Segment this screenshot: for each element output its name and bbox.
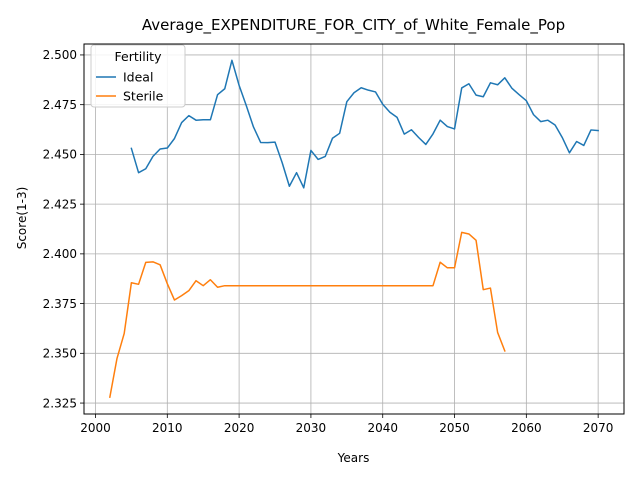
y-tick-label: 2.425 (43, 197, 77, 211)
y-axis-label: Score(1-3) (15, 187, 29, 250)
x-tick-label: 2060 (511, 421, 542, 435)
x-tick-label: 2070 (583, 421, 614, 435)
legend-label-ideal: Ideal (123, 70, 153, 85)
y-tick-label: 2.375 (43, 297, 77, 311)
legend: Fertility Ideal Sterile (91, 45, 185, 107)
y-tick-label: 2.350 (43, 347, 77, 361)
x-tick-label: 2030 (296, 421, 327, 435)
y-tick-label: 2.450 (43, 148, 77, 162)
y-tick-label: 2.500 (43, 48, 77, 62)
x-tick-label: 2040 (367, 421, 398, 435)
chart-title: Average_EXPENDITURE_FOR_CITY_of_White_Fe… (142, 16, 565, 35)
x-tick-label: 2000 (80, 421, 111, 435)
y-tick-label: 2.400 (43, 247, 77, 261)
x-tick-label: 2010 (152, 421, 183, 435)
legend-title: Fertility (115, 49, 163, 64)
legend-label-sterile: Sterile (123, 89, 164, 104)
x-tick-label: 2020 (224, 421, 255, 435)
y-tick-label: 2.325 (43, 396, 77, 410)
x-axis-label: Years (337, 451, 370, 465)
x-tick-label: 2050 (439, 421, 470, 435)
y-tick-label: 2.475 (43, 98, 77, 112)
